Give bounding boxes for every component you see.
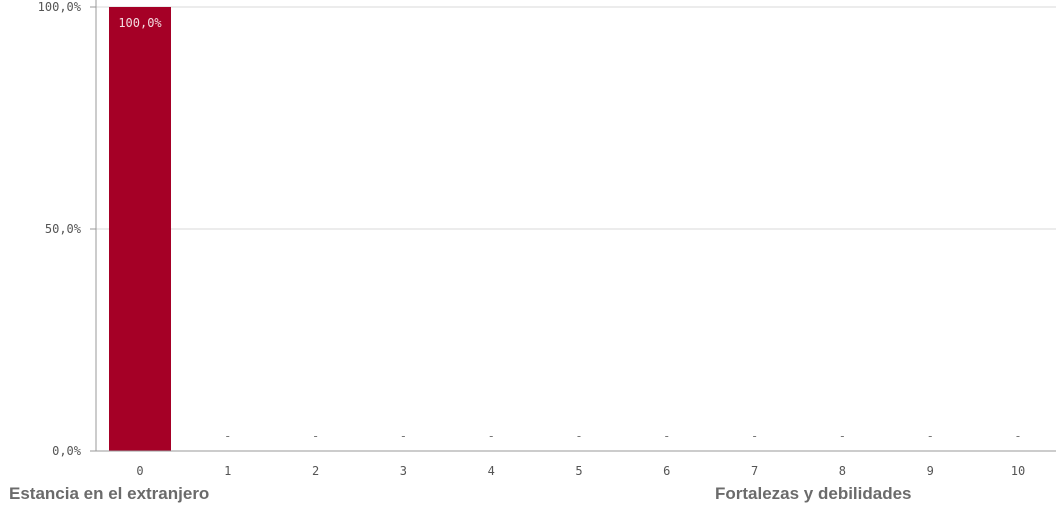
- y-tick-label: 0,0%: [52, 444, 82, 458]
- gridlines: [96, 6, 1056, 230]
- x-group-label-right: Fortalezas y debilidades: [715, 484, 912, 503]
- data-label: 100,0%: [118, 16, 162, 30]
- bar-chart: 0,0% 50,0% 100,0% 0 1 2 3 4 5 6 7 8 9 10 100,0% - - - - - -…: [38, 0, 1056, 478]
- data-label: -: [751, 429, 758, 443]
- bar: [109, 7, 171, 451]
- x-tick-label: 5: [575, 464, 582, 478]
- x-tick-label: 0: [136, 464, 143, 478]
- x-group-label-left: Estancia en el extranjero: [9, 484, 210, 503]
- data-label: -: [224, 429, 231, 443]
- x-tick-label: 10: [1011, 464, 1025, 478]
- y-tick-label: 100,0%: [38, 0, 82, 14]
- data-label: -: [575, 429, 582, 443]
- data-label: -: [400, 429, 407, 443]
- x-tick-label: 8: [839, 464, 846, 478]
- data-labels: 100,0% - - - - - - - - - -: [118, 16, 1021, 443]
- bars: [109, 7, 171, 451]
- axes: 0,0% 50,0% 100,0% 0 1 2 3 4 5 6 7 8 9 10: [38, 0, 1056, 478]
- x-tick-label: 3: [400, 464, 407, 478]
- data-label: -: [839, 429, 846, 443]
- x-tick-label: 1: [224, 464, 231, 478]
- data-label: -: [927, 429, 934, 443]
- x-tick-label: 6: [663, 464, 670, 478]
- x-tick-label: 9: [927, 464, 934, 478]
- data-label: -: [488, 429, 495, 443]
- y-tick-label: 50,0%: [45, 222, 82, 236]
- x-tick-label: 7: [751, 464, 758, 478]
- data-label: -: [312, 429, 319, 443]
- data-label: -: [1014, 429, 1021, 443]
- x-tick-label: 2: [312, 464, 319, 478]
- x-tick-label: 4: [488, 464, 495, 478]
- data-label: -: [663, 429, 670, 443]
